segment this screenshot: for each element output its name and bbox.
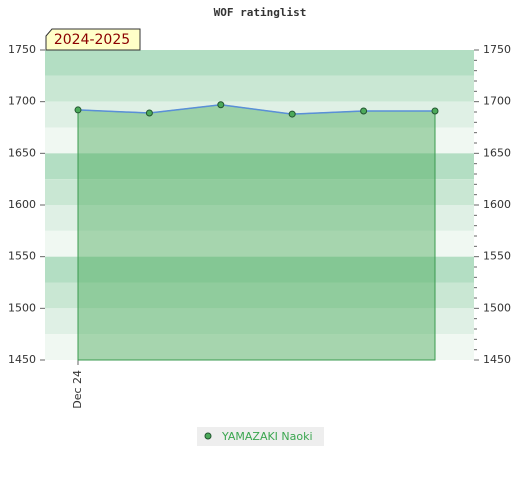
- y-tick-label: 1500: [8, 301, 36, 314]
- band: [45, 50, 474, 76]
- annotation-box: [45, 28, 141, 51]
- point: [431, 107, 439, 115]
- y-tick-label: 1700: [8, 95, 36, 108]
- y2-tick-label: 1450: [483, 353, 511, 366]
- band: [45, 75, 474, 102]
- y-tick-label: 1750: [8, 43, 36, 56]
- y-tick-label: 1600: [8, 198, 36, 211]
- line: [77, 104, 435, 115]
- band: [45, 101, 474, 128]
- y-tick-label: 1650: [8, 146, 36, 159]
- band: [45, 127, 474, 154]
- annotation: 2024-2025: [54, 32, 130, 48]
- y2-tick-label: 1750: [483, 43, 511, 56]
- legend-label: YAMAZAKI Naoki: [221, 430, 313, 443]
- x-tick-label: Dec 24: [71, 370, 84, 409]
- band: [45, 153, 474, 180]
- band: [45, 230, 474, 257]
- y2-tick-label: 1600: [483, 198, 511, 211]
- y2-tick-label: 1650: [483, 146, 511, 159]
- y-tick-label: 1550: [8, 250, 36, 263]
- band: [45, 256, 474, 283]
- band: [45, 308, 474, 335]
- legend-box: [197, 427, 324, 446]
- point: [288, 110, 296, 118]
- point: [360, 107, 368, 115]
- band: [45, 179, 474, 205]
- area: [77, 104, 436, 361]
- legend-marker: [204, 432, 212, 440]
- y2-tick-label: 1550: [483, 250, 511, 263]
- point: [217, 101, 225, 109]
- point: [74, 106, 82, 114]
- y2-tick-label: 1700: [483, 95, 511, 108]
- band: [45, 205, 474, 231]
- band: [45, 334, 474, 360]
- band: [45, 282, 474, 309]
- y2-tick-label: 1500: [483, 301, 511, 314]
- chart-title: WOF ratinglist: [214, 6, 307, 19]
- point: [145, 109, 153, 117]
- y-tick-label: 1450: [8, 353, 36, 366]
